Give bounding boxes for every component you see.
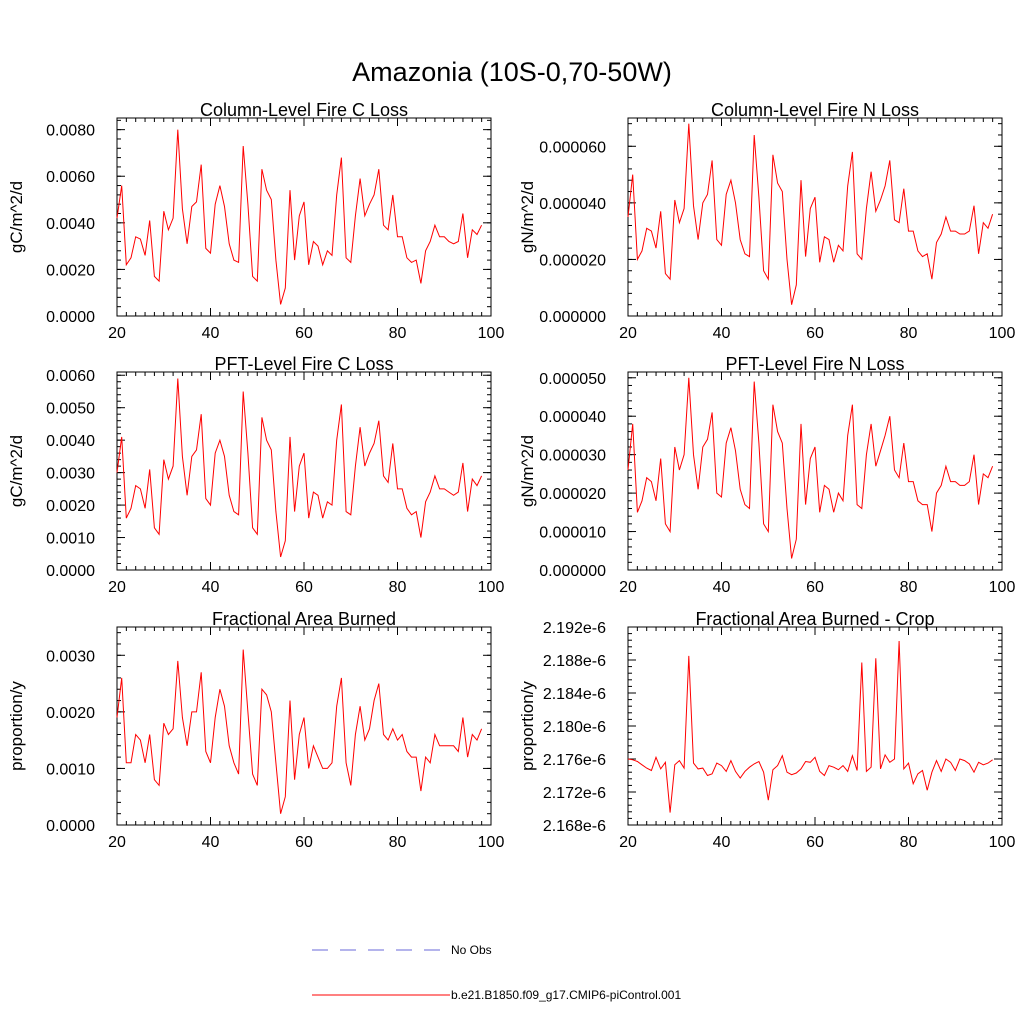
y-tick-label: 0.000010 — [539, 525, 606, 542]
series-line — [116, 378, 483, 558]
x-tick-label: 80 — [900, 325, 918, 342]
x-tick-label: 60 — [295, 325, 313, 342]
y-tick-label: 0.0030 — [46, 466, 95, 483]
x-tick-label: 80 — [389, 579, 407, 596]
series-line — [116, 649, 483, 814]
y-tick-label: 0.0050 — [46, 401, 95, 418]
y-tick-label: 0.0010 — [46, 531, 95, 548]
y-tick-label: 0.000040 — [539, 409, 606, 426]
legend: No Obs b.e21.B1850.f09_g17.CMIP6-piContr… — [312, 943, 681, 1002]
x-tick-label: 40 — [713, 325, 731, 342]
x-tick-label: 80 — [389, 325, 407, 342]
x-tick-label: 20 — [619, 325, 637, 342]
panel-6: Fractional Area Burned - Crop proportion/… — [518, 609, 1015, 851]
panel-title: PFT-Level Fire C Loss — [214, 354, 393, 374]
y-tick-label: 0.000040 — [539, 196, 606, 213]
panel-2: Column-Level Fire N Loss gN/m^2/d 20 40 60 80… — [518, 100, 1015, 342]
y-tick-label: 0.0060 — [46, 368, 95, 385]
x-tick-label: 20 — [108, 325, 126, 342]
y-tick-label: 0.000050 — [539, 371, 606, 388]
y-tick-label: 0.0060 — [46, 169, 95, 186]
x-tick-label: 40 — [713, 579, 731, 596]
y-axis-label: gN/m^2/d — [518, 435, 537, 507]
x-tick-label: 60 — [295, 834, 313, 851]
y-tick-label: 0.000000 — [539, 309, 606, 326]
x-tick-label: 100 — [989, 325, 1016, 342]
y-axis-label: gC/m^2/d — [7, 435, 26, 507]
panel-title: Column-Level Fire N Loss — [711, 100, 919, 120]
x-tick-label: 100 — [478, 834, 505, 851]
x-tick-label: 60 — [295, 579, 313, 596]
panel-title: Fractional Area Burned — [212, 609, 396, 629]
y-tick-label: 0.0000 — [46, 309, 95, 326]
x-tick-label: 80 — [900, 579, 918, 596]
panel-title: Column-Level Fire C Loss — [200, 100, 408, 120]
series-line — [116, 129, 483, 305]
y-axis-label: proportion/y — [518, 681, 537, 771]
legend-label-model: b.e21.B1850.f09_g17.CMIP6-piControl.001 — [451, 988, 681, 1002]
y-tick-label: 0.0000 — [46, 563, 95, 580]
y-tick-label: 2.168e-6 — [543, 818, 606, 835]
panel-5: Fractional Area Burned proportion/y 20 40 60… — [7, 609, 504, 851]
x-tick-label: 20 — [619, 834, 637, 851]
y-axis-label: gC/m^2/d — [7, 181, 26, 253]
y-tick-label: 0.0030 — [46, 648, 95, 665]
figure-title: Amazonia (10S-0,70-50W) — [352, 57, 672, 87]
panel-1: Column-Level Fire C Loss gC/m^2/d 20 40 60 80… — [7, 100, 504, 342]
y-tick-label: 2.184e-6 — [543, 686, 606, 703]
series-line — [627, 640, 993, 813]
panel-4: PFT-Level Fire N Loss gN/m^2/d 20 40 60 80 100… — [518, 354, 1015, 596]
y-axis-label: proportion/y — [7, 681, 26, 771]
x-tick-label: 40 — [202, 579, 220, 596]
y-tick-label: 0.0040 — [46, 433, 95, 450]
y-tick-label: 0.000060 — [539, 139, 606, 156]
x-tick-label: 100 — [478, 579, 505, 596]
y-tick-label: 2.172e-6 — [543, 785, 606, 802]
x-tick-label: 60 — [806, 579, 824, 596]
x-tick-label: 20 — [108, 834, 126, 851]
x-tick-label: 40 — [202, 325, 220, 342]
y-tick-label: 0.0040 — [46, 216, 95, 233]
panel-title: PFT-Level Fire N Loss — [725, 354, 904, 374]
y-tick-label: 2.192e-6 — [543, 620, 606, 637]
x-tick-label: 100 — [478, 325, 505, 342]
series-line — [627, 377, 994, 559]
y-tick-label: 0.000020 — [539, 252, 606, 269]
y-tick-label: 0.000030 — [539, 448, 606, 465]
x-tick-label: 80 — [389, 834, 407, 851]
x-tick-label: 40 — [713, 834, 731, 851]
y-tick-label: 0.0020 — [46, 705, 95, 722]
plot-frame — [116, 371, 492, 571]
panel-3: PFT-Level Fire C Loss gC/m^2/d 20 40 60 80 100… — [7, 354, 504, 596]
x-tick-label: 100 — [989, 834, 1016, 851]
y-axis-label: gN/m^2/d — [518, 181, 537, 253]
x-tick-label: 40 — [202, 834, 220, 851]
legend-label-no-obs: No Obs — [451, 943, 492, 957]
plot-frame — [627, 626, 1003, 826]
panel-title: Fractional Area Burned - Crop — [695, 609, 934, 629]
y-tick-label: 2.180e-6 — [543, 719, 606, 736]
plot-frame — [627, 371, 1003, 571]
series-line — [627, 123, 994, 305]
y-tick-label: 0.000000 — [539, 563, 606, 580]
y-tick-label: 0.0020 — [46, 262, 95, 279]
y-tick-label: 0.0010 — [46, 761, 95, 778]
x-tick-label: 20 — [619, 579, 637, 596]
y-tick-label: 0.0000 — [46, 818, 95, 835]
y-tick-label: 2.176e-6 — [543, 752, 606, 769]
x-tick-label: 60 — [806, 325, 824, 342]
y-tick-label: 0.0080 — [46, 123, 95, 140]
y-tick-label: 2.188e-6 — [543, 653, 606, 670]
x-tick-label: 20 — [108, 579, 126, 596]
y-tick-label: 0.0020 — [46, 498, 95, 515]
x-tick-label: 80 — [900, 834, 918, 851]
x-tick-label: 60 — [806, 834, 824, 851]
y-tick-label: 0.000020 — [539, 486, 606, 503]
x-tick-label: 100 — [989, 579, 1016, 596]
